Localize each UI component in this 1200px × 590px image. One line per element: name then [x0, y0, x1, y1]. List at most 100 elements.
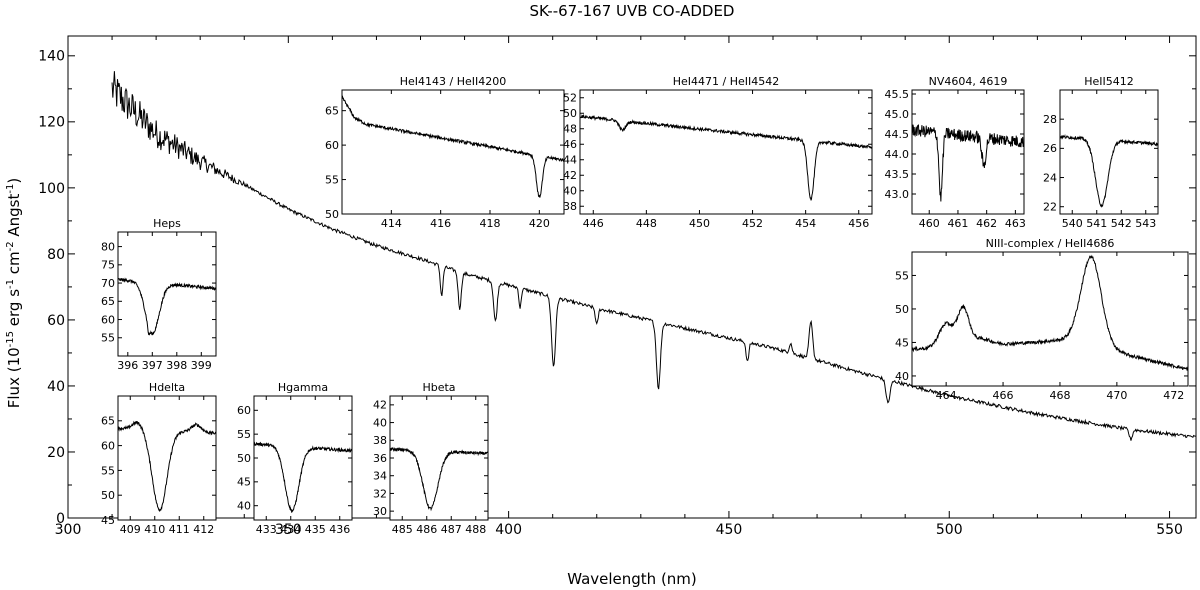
inset-plot: 460 461 462 463 43.0 43.5 44.0 44.5 45.0 45.5 NV46… — [885, 75, 1026, 230]
x-tick-label: 414 — [381, 217, 402, 230]
x-tick-label: 500 — [936, 522, 963, 538]
spectrum-line — [341, 95, 565, 198]
x-tick-label: 450 — [689, 217, 710, 230]
plot-frame — [389, 395, 489, 521]
y-tick-label: 42 — [563, 169, 577, 182]
plot-frame — [253, 395, 353, 521]
inset-title: Heps — [153, 217, 181, 230]
plot-frame — [911, 89, 1025, 215]
x-tick-label: 540 — [1062, 217, 1083, 230]
x-tick-label: 411 — [169, 523, 190, 536]
y-tick-label: 50 — [101, 489, 115, 502]
y-tick-label: 120 — [38, 115, 65, 131]
inset-plot: 464 466 468 470 472 40 45 50 55 NIII-complex / He… — [895, 237, 1189, 402]
spectrum-line — [253, 441, 353, 514]
y-tick-label: 55 — [101, 332, 115, 345]
y-tick-label: 50 — [325, 208, 339, 221]
x-tick-label: 409 — [120, 523, 141, 536]
x-tick-label: 350 — [275, 522, 302, 538]
y-tick-label: 45 — [101, 514, 115, 527]
y-tick-label: 44.5 — [885, 128, 910, 141]
figure-title: SK--67-167 UVB CO-ADDED — [530, 2, 735, 20]
y-tick-label: 24 — [1043, 171, 1057, 184]
plot-frame — [1059, 89, 1159, 215]
x-tick-label: 460 — [919, 217, 940, 230]
x-tick-label: 454 — [795, 217, 816, 230]
y-tick-label: 140 — [38, 49, 65, 65]
x-tick-label: 433 — [256, 523, 277, 536]
x-tick-label: 468 — [1049, 389, 1070, 402]
y-tick-label: 42 — [373, 399, 387, 412]
y-tick-label: 65 — [101, 415, 115, 428]
y-tick-label: 38 — [563, 200, 577, 213]
inset-title: Hbeta — [422, 381, 455, 394]
y-tick-label: 40 — [373, 416, 387, 429]
x-tick-label: 472 — [1163, 389, 1184, 402]
y-tick-label: 45.5 — [885, 88, 910, 101]
y-tick-label: 52 — [563, 92, 577, 105]
y-tick-label: 45.0 — [885, 108, 910, 121]
inset-plot: 446 448 450 452 454 456 38 40 42 44 46 48 50 52 HeI447… — [563, 75, 873, 230]
x-tick-label: 435 — [305, 523, 326, 536]
y-tick-label: 20 — [47, 445, 65, 461]
y-tick-label: 44.0 — [885, 148, 910, 161]
y-tick-label: 60 — [325, 139, 339, 152]
y-tick-label: 46 — [563, 138, 577, 151]
x-tick-label: 450 — [716, 522, 743, 538]
y-tick-label: 80 — [47, 247, 65, 263]
y-tick-label: 40 — [563, 185, 577, 198]
inset-title: HeI4143 / HeII4200 — [400, 75, 507, 88]
x-tick-label: 486 — [416, 523, 437, 536]
y-tick-label: 40 — [47, 379, 65, 395]
y-tick-label: 45 — [237, 476, 251, 489]
x-tick-label: 487 — [441, 523, 462, 536]
y-label-part: erg s — [5, 289, 23, 331]
x-tick-label: 543 — [1135, 217, 1156, 230]
x-tick-label: 462 — [976, 217, 997, 230]
inset-title: HeI4471 / HeII4542 — [673, 75, 780, 88]
y-tick-label: 32 — [373, 487, 387, 500]
y-tick-label: 48 — [563, 123, 577, 136]
y-tick-label: 80 — [101, 240, 115, 253]
y-tick-label: 34 — [373, 470, 387, 483]
inset-title: Hgamma — [278, 381, 328, 394]
y-tick-label: 75 — [101, 259, 115, 272]
plot-frame — [341, 89, 565, 215]
plot-frame — [117, 231, 217, 357]
inset-plot: 485 486 487 488 30 32 34 36 38 40 42 Hbeta — [373, 381, 489, 536]
y-tick-label: 28 — [1043, 113, 1057, 126]
x-tick-label: 398 — [166, 359, 187, 372]
y-tick-label: 100 — [38, 181, 65, 197]
y-label-part: cm — [5, 251, 23, 279]
x-axis-label: Wavelength (nm) — [567, 570, 697, 588]
y-label-sup: -1 — [5, 279, 16, 289]
y-tick-label: 55 — [325, 173, 339, 186]
spectrum-line — [911, 124, 1025, 202]
x-tick-label: 396 — [117, 359, 138, 372]
x-tick-label: 550 — [1156, 522, 1183, 538]
inset-plot: 414 416 418 420 50 55 60 65 HeI4143 / HeII4200 — [325, 75, 565, 230]
y-tick-label: 36 — [373, 452, 387, 465]
y-tick-label: 60 — [47, 313, 65, 329]
y-label-part: Flux (10 — [5, 347, 23, 408]
y-tick-label: 43.5 — [885, 168, 910, 181]
y-tick-label: 50 — [237, 452, 251, 465]
y-tick-label: 30 — [373, 505, 387, 518]
y-tick-label: 60 — [101, 313, 115, 326]
x-tick-label: 418 — [480, 217, 501, 230]
spectrum-line — [117, 277, 217, 336]
inset-title: NIII-complex / HeII4686 — [986, 237, 1115, 250]
y-tick-label: 60 — [237, 404, 251, 417]
inset-plot: 433 434 435 436 40 45 50 55 60 Hgamma — [237, 381, 353, 536]
inset-title: Hdelta — [149, 381, 185, 394]
y-label-part: ) — [5, 178, 23, 184]
plot-frame — [911, 251, 1189, 387]
y-tick-label: 22 — [1043, 201, 1057, 214]
y-tick-label: 50 — [895, 303, 909, 316]
spectrum-line — [579, 113, 873, 201]
y-tick-label: 40 — [237, 500, 251, 513]
spectrum-line — [117, 420, 217, 513]
x-tick-label: 300 — [55, 522, 82, 538]
x-tick-label: 420 — [529, 217, 550, 230]
y-tick-label: 50 — [563, 107, 577, 120]
